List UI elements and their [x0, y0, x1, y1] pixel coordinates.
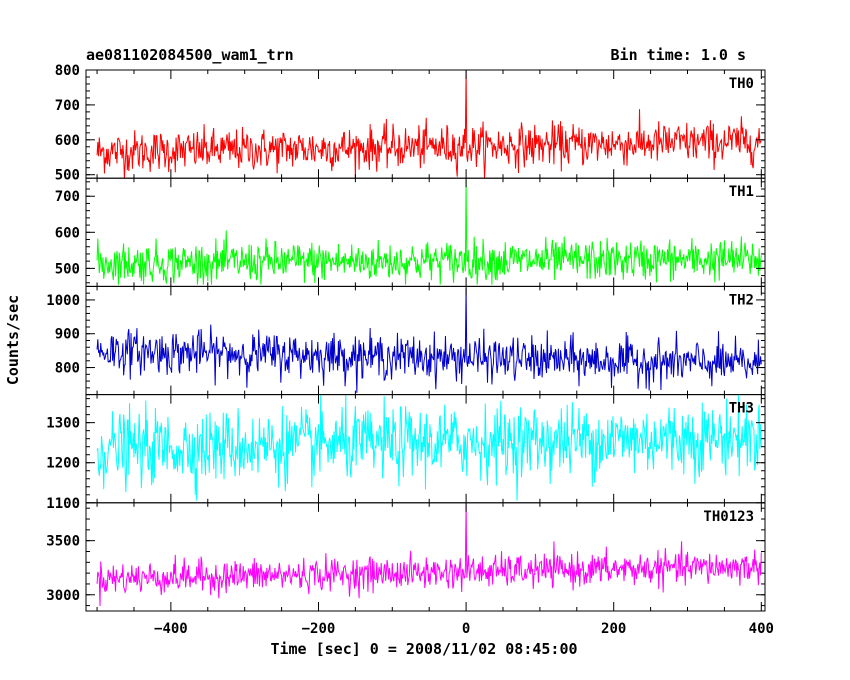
series-line-th0: [96, 69, 762, 179]
y-tick-label: 700: [55, 98, 80, 114]
y-tick-label: 500: [55, 168, 80, 184]
x-axis-label: Time [sec] 0 = 2008/11/02 08:45:00: [270, 640, 577, 658]
panel-label-th0: TH0: [729, 76, 754, 92]
y-tick-label: 3000: [46, 588, 80, 604]
panel-label-th0123: TH0123: [703, 509, 754, 525]
chart-title: ae081102084500_wam1_trn: [86, 46, 294, 64]
y-tick-label: 700: [55, 189, 80, 205]
x-tick-label: 200: [601, 621, 626, 637]
x-tick-label: −200: [302, 621, 336, 637]
panel-th0: 500 600 700 800 TH0: [55, 63, 766, 184]
x-tick-label: 0: [462, 621, 470, 637]
series-line-th0123: [96, 502, 762, 606]
series-line-th3: [96, 394, 762, 501]
panel-th3: 1100 1200 1300 TH3: [46, 394, 766, 512]
y-tick-label: 800: [55, 63, 80, 79]
panel-label-th1: TH1: [729, 184, 754, 200]
y-tick-label: 900: [55, 327, 80, 343]
panel-label-th3: TH3: [729, 401, 754, 417]
y-tick-label: 1100: [46, 496, 80, 512]
panel-th0123: 3000 3500 TH0123: [46, 502, 766, 612]
series-line-th1: [96, 179, 762, 285]
y-tick-label: 1000: [46, 293, 80, 309]
y-tick-label: 500: [55, 261, 80, 277]
panels-group: 500 600 700 800 TH0 500 600 700 TH1 800 900 1000 TH2…: [46, 63, 766, 612]
y-axis-label: Counts/sec: [4, 295, 22, 385]
bin-time-label: Bin time: 1.0 s: [611, 46, 746, 64]
y-tick-label: 1200: [46, 456, 80, 472]
panel-frame: [85, 285, 766, 396]
panel-frame: [85, 177, 766, 287]
y-tick-label: 600: [55, 225, 80, 241]
panel-frame: [85, 502, 766, 612]
y-tick-label: 1300: [46, 416, 80, 432]
series-line-th2: [96, 288, 762, 393]
panel-label-th2: TH2: [729, 292, 754, 308]
y-tick-label: 600: [55, 133, 80, 149]
x-tick-label: −400: [154, 621, 188, 637]
panel-th2: 800 900 1000 TH2: [46, 285, 766, 396]
x-axis: −400 −200 0 200 400: [154, 621, 774, 637]
y-tick-label: 3500: [46, 534, 80, 550]
x-tick-label: 400: [749, 621, 774, 637]
y-tick-label: 800: [55, 361, 80, 377]
panel-th1: 500 600 700 TH1: [55, 177, 766, 287]
